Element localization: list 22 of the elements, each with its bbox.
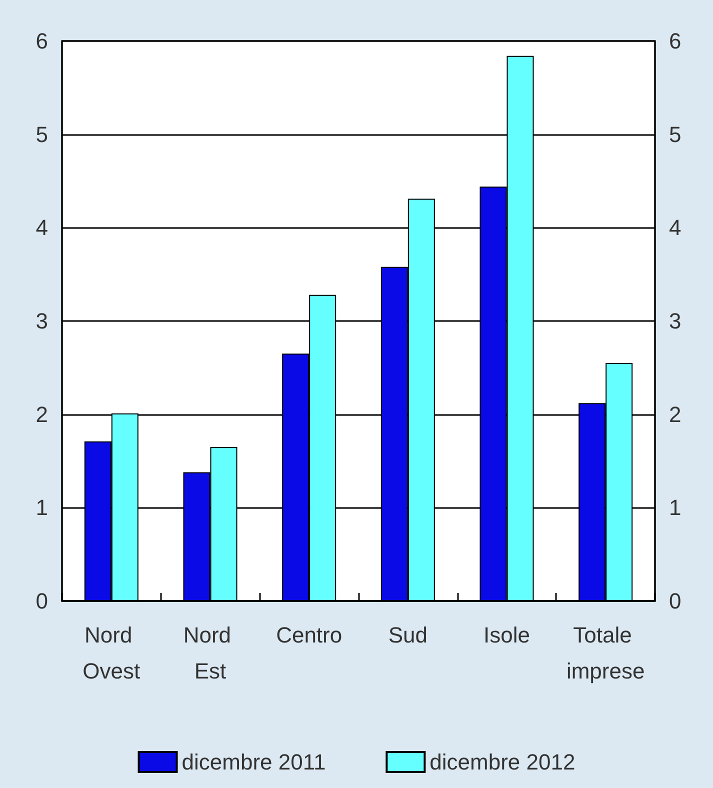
- y-tick-label: 5: [36, 122, 48, 147]
- x-tick-label: Totale imprese: [566, 622, 645, 684]
- y2-tick-label: 2: [669, 402, 682, 427]
- x-tick-label: Nord Ovest: [82, 622, 140, 684]
- x-tick-label: Isole: [484, 622, 530, 648]
- y2-tick-label: 6: [669, 28, 682, 54]
- x-tick-label: Centro: [276, 622, 342, 648]
- y2-tick-label: 0: [669, 588, 682, 614]
- y2-tick-label: 4: [669, 215, 682, 240]
- y2-tick-label: 1: [669, 495, 682, 520]
- y2-tick-label: 5: [669, 122, 682, 147]
- y-tick-label: 0: [36, 588, 48, 614]
- y-tick-label: 4: [36, 215, 48, 240]
- y-tick-label: 6: [36, 28, 48, 54]
- y-tick-label: 3: [36, 308, 48, 334]
- y-tick-label: 1: [36, 495, 48, 520]
- x-tick-label: Nord Est: [183, 622, 238, 684]
- legend-label: dicembre 2012: [430, 750, 576, 774]
- y-tick-label: 2: [36, 402, 48, 427]
- legend-label: dicembre 2011: [182, 750, 326, 774]
- y2-tick-label: 3: [669, 308, 682, 334]
- x-tick-label: Sud: [388, 622, 428, 648]
